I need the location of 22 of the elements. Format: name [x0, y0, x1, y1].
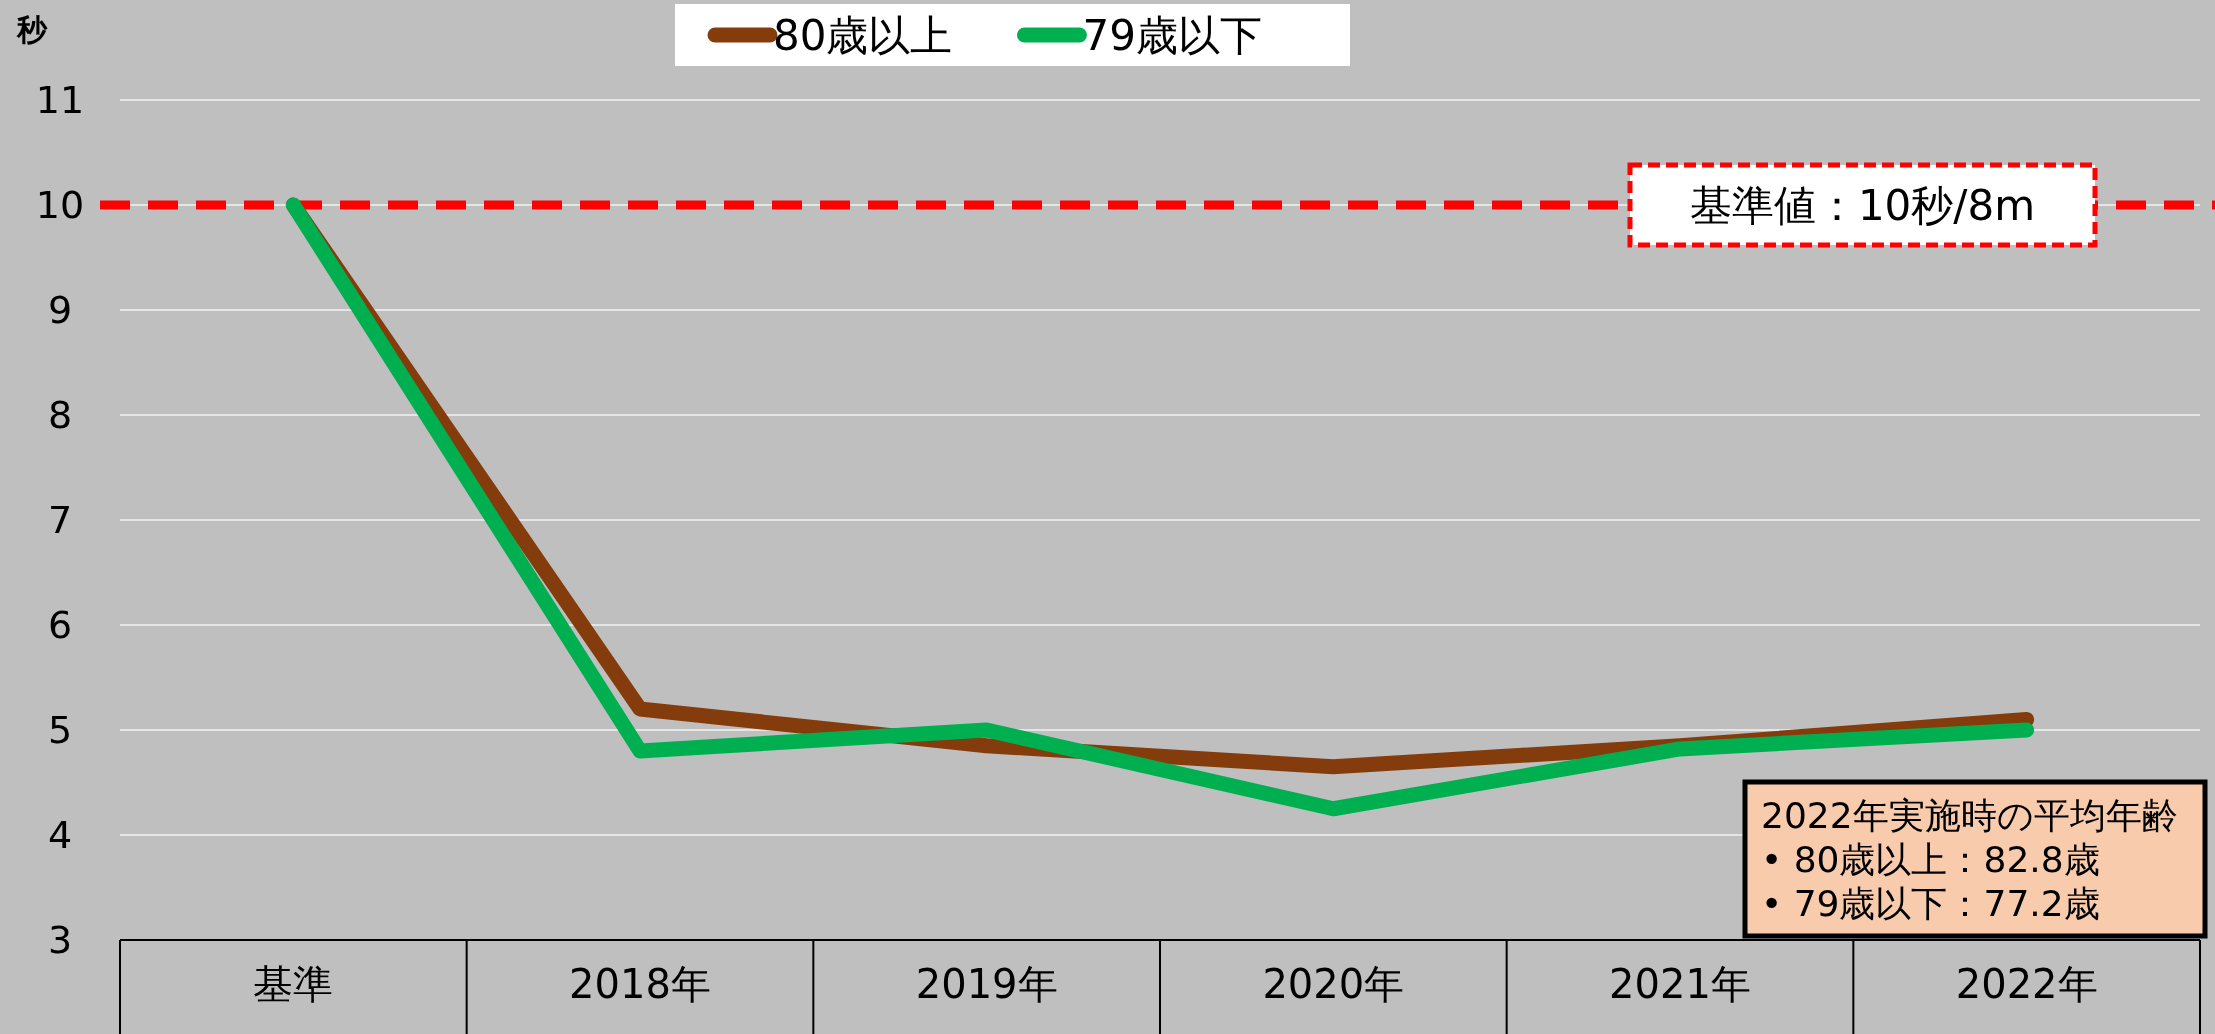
x-tick-label: 2020年	[1262, 961, 1405, 1007]
x-tick-label: 2018年	[569, 961, 711, 1007]
y-tick-label: 5	[47, 708, 73, 752]
legend-label: 79歳以下	[1082, 11, 1262, 60]
annotation: 2022年実施時の平均年齢	[1761, 795, 2178, 836]
ref-line-label: 基準値：10秒/8m	[1689, 181, 2036, 230]
x-tick-label: 2019年	[915, 961, 1058, 1007]
y-tick-label: 10	[35, 183, 85, 227]
y-tick-label: 3	[47, 918, 73, 962]
x-tick-label: 2021年	[1609, 961, 1751, 1007]
y-tick-label: 8	[47, 393, 73, 437]
y-tick-label: 4	[47, 813, 73, 857]
legend-label: 80歳以上	[773, 11, 953, 60]
y-tick-label: 6	[47, 603, 73, 647]
y-tick-label: 9	[47, 288, 73, 332]
y-tick-label: 11	[35, 78, 85, 122]
x-tick-label: 2022年	[1955, 961, 2098, 1007]
annotation: • 79歳以下：77.2歳	[1761, 883, 2100, 924]
annotation: • 80歳以上：82.8歳	[1761, 839, 2100, 880]
x-tick-label: 基準	[253, 961, 334, 1007]
y-axis-title: 秒	[16, 12, 48, 47]
y-tick-label: 7	[47, 498, 73, 542]
